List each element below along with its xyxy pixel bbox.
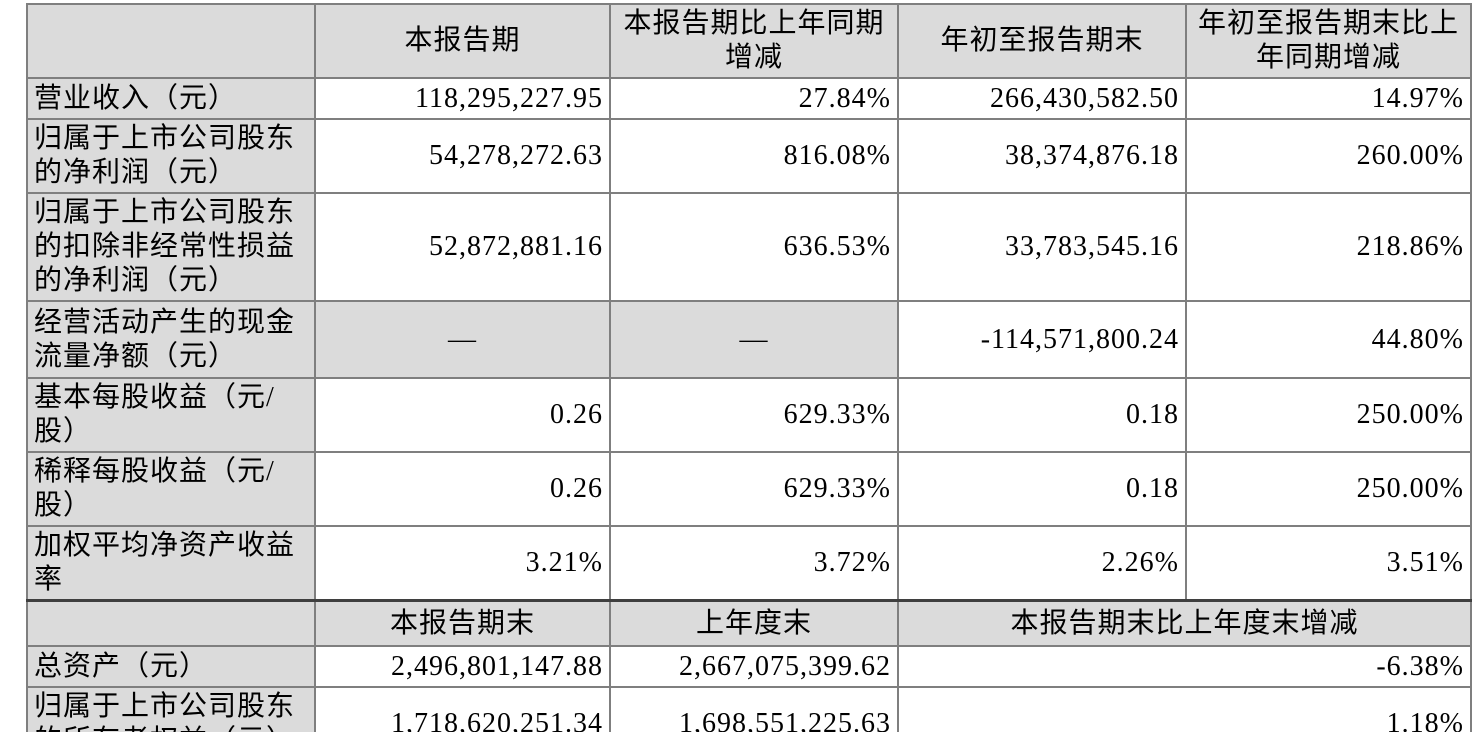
metric-value: 33,783,545.16 — [897, 192, 1187, 302]
metric-value: 38,374,876.18 — [897, 118, 1187, 194]
table-row-net-profit: 归属于上市公司股东 的净利润（元） 54,278,272.63 816.08% … — [26, 118, 1472, 194]
metric-value: 266,430,582.50 — [897, 77, 1187, 120]
metric-label: 稀释每股收益（元/ 股） — [26, 451, 316, 527]
table-row-operating-cash-flow: 经营活动产生的现金 流量净额（元） — — -114,571,800.24 44… — [26, 300, 1472, 379]
column-header-year-to-date-change: 年初至报告期末比上 年同期增减 — [1185, 3, 1472, 79]
metric-value: 629.33% — [609, 451, 899, 527]
metric-value: 2,496,801,147.88 — [314, 645, 611, 688]
metric-value: 260.00% — [1185, 118, 1472, 194]
metric-label: 营业收入（元） — [26, 77, 316, 120]
metric-label: 经营活动产生的现金 流量净额（元） — [26, 300, 316, 379]
metric-label: 加权平均净资产收益 率 — [26, 525, 316, 602]
metric-value: 250.00% — [1185, 377, 1472, 453]
header-row: 本报告期 本报告期比上年同期 增减 年初至报告期末 年初至报告期末比上 年同期增… — [26, 3, 1472, 79]
metric-value: 629.33% — [609, 377, 899, 453]
metric-label: 基本每股收益（元/ 股） — [26, 377, 316, 453]
metric-value: 118,295,227.95 — [314, 77, 611, 120]
metric-value: 3.51% — [1185, 525, 1472, 602]
metric-value: 0.18 — [897, 377, 1187, 453]
sub-header-empty-cell — [26, 599, 316, 647]
sub-header-row: 本报告期末 上年度末 本报告期末比上年度末增减 — [26, 599, 1472, 647]
metric-value: 44.80% — [1185, 300, 1472, 379]
metric-value: 54,278,272.63 — [314, 118, 611, 194]
metric-value: 1.18% — [897, 686, 1472, 732]
metric-value: 2.26% — [897, 525, 1187, 602]
table-row-net-profit-excl-nonrecurring: 归属于上市公司股东 的扣除非经常性损益 的净利润（元） 52,872,881.1… — [26, 192, 1472, 302]
metric-value: 0.18 — [897, 451, 1187, 527]
table-row-basic-eps: 基本每股收益（元/ 股） 0.26 629.33% 0.18 250.00% — [26, 377, 1472, 453]
metric-value-dash: — — [609, 300, 899, 379]
table-row-diluted-eps: 稀释每股收益（元/ 股） 0.26 629.33% 0.18 250.00% — [26, 451, 1472, 527]
metric-value: 636.53% — [609, 192, 899, 302]
metric-value: 27.84% — [609, 77, 899, 120]
metric-value: 3.72% — [609, 525, 899, 602]
metric-value: 250.00% — [1185, 451, 1472, 527]
metric-label: 归属于上市公司股东 的净利润（元） — [26, 118, 316, 194]
column-header-current-period-change: 本报告期比上年同期 增减 — [609, 3, 899, 79]
column-header-prior-year-end: 上年度末 — [609, 599, 899, 647]
metric-value: 1,698,551,225.63 — [609, 686, 899, 732]
metric-label: 归属于上市公司股东 的扣除非经常性损益 的净利润（元） — [26, 192, 316, 302]
table-row-owners-equity: 归属于上市公司股东 的所有者权益（元） 1,718,620,251.34 1,6… — [26, 686, 1472, 732]
metric-label: 归属于上市公司股东 的所有者权益（元） — [26, 686, 316, 732]
metric-value: 14.97% — [1185, 77, 1472, 120]
column-header-year-to-date: 年初至报告期末 — [897, 3, 1187, 79]
table-row-revenue: 营业收入（元） 118,295,227.95 27.84% 266,430,58… — [26, 77, 1472, 120]
metric-value: 0.26 — [314, 451, 611, 527]
metric-value: 816.08% — [609, 118, 899, 194]
column-header-period-end-change: 本报告期末比上年度末增减 — [897, 599, 1472, 647]
metric-value: 1,718,620,251.34 — [314, 686, 611, 732]
metric-value: -114,571,800.24 — [897, 300, 1187, 379]
financial-summary-table: 本报告期 本报告期比上年同期 增减 年初至报告期末 年初至报告期末比上 年同期增… — [26, 3, 1472, 732]
column-header-current-period: 本报告期 — [314, 3, 611, 79]
metric-value: 3.21% — [314, 525, 611, 602]
table-row-weighted-avg-roe: 加权平均净资产收益 率 3.21% 3.72% 2.26% 3.51% — [26, 525, 1472, 602]
column-header-period-end: 本报告期末 — [314, 599, 611, 647]
metric-value: -6.38% — [897, 645, 1472, 688]
metric-value: 0.26 — [314, 377, 611, 453]
metric-value: 2,667,075,399.62 — [609, 645, 899, 688]
metric-value-dash: — — [314, 300, 611, 379]
metric-label: 总资产（元） — [26, 645, 316, 688]
metric-value: 52,872,881.16 — [314, 192, 611, 302]
header-empty-cell — [26, 3, 316, 79]
metric-value: 218.86% — [1185, 192, 1472, 302]
table-row-total-assets: 总资产（元） 2,496,801,147.88 2,667,075,399.62… — [26, 645, 1472, 688]
